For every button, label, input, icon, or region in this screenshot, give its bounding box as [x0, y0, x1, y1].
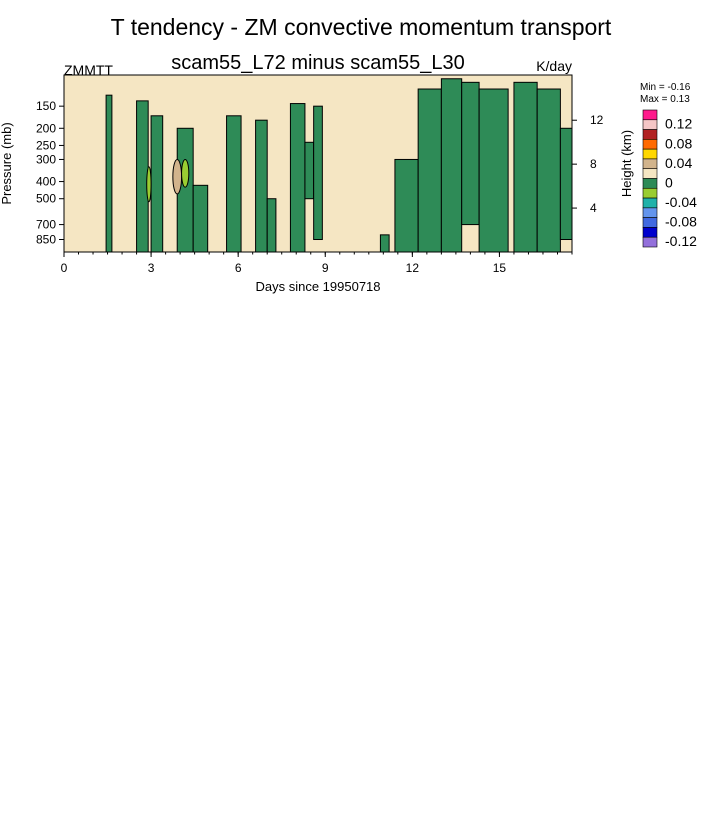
- negative-region: [417, 88, 442, 253]
- colorbar-swatch: [642, 148, 658, 160]
- colorbar-label: -0.12: [665, 233, 697, 249]
- variable-label: ZMMTT: [64, 62, 113, 78]
- y-tick-label: 250: [36, 138, 56, 152]
- max-label: Max = 0.13: [640, 94, 690, 105]
- plot-frame: [63, 74, 573, 253]
- chart-subtitle: scam55_L72 minus scam55_L30: [171, 52, 465, 74]
- y-tick-label: 700: [36, 218, 56, 232]
- negative-region: [226, 115, 242, 253]
- colorbar-label: 0.04: [665, 155, 692, 171]
- colorbar: 0.12 0.08 0.04 0 -0.04 -0.08 -0.12: [642, 109, 697, 249]
- negative-region: [255, 119, 268, 253]
- positive-region: [146, 166, 152, 203]
- negative-region: [461, 81, 480, 226]
- colorbar-swatch: [642, 129, 658, 140]
- y-tick-label: 300: [36, 152, 56, 166]
- colorbar-label: -0.04: [665, 194, 697, 210]
- colorbar-swatch: [642, 158, 658, 170]
- negative-region: [313, 105, 323, 241]
- y-tick-label: 150: [36, 99, 56, 113]
- colorbar-swatch: [642, 119, 658, 130]
- units-label: K/day: [536, 58, 572, 74]
- y-right-tick-label: 8: [590, 157, 597, 171]
- negative-region: [304, 141, 315, 200]
- y-tick-label: 500: [36, 192, 56, 206]
- negative-region: [513, 81, 538, 253]
- colorbar-label: 0.12: [665, 116, 692, 132]
- colorbar-swatch: [642, 139, 658, 150]
- negative-region: [379, 234, 390, 253]
- y-right-tick-label: 12: [590, 113, 604, 127]
- colorbar-swatch: [642, 236, 658, 248]
- colorbar-swatch: [642, 227, 658, 238]
- negative-region: [105, 94, 113, 253]
- negative-region: [394, 158, 419, 253]
- x-tick-label: 0: [61, 261, 68, 275]
- colorbar-swatch: [642, 168, 658, 179]
- negative-region: [440, 78, 463, 253]
- negative-region: [150, 115, 164, 253]
- negative-region: [192, 184, 209, 253]
- colorbar-swatch: [642, 197, 658, 209]
- negative-region: [478, 88, 509, 253]
- colorbar-swatch: [642, 207, 658, 218]
- negative-region: [289, 103, 306, 253]
- colorbar-label: 0: [665, 174, 673, 190]
- negative-region: [559, 127, 573, 241]
- x-tick-label: 15: [493, 261, 507, 275]
- x-tick-label: 6: [235, 261, 242, 275]
- y-tick-label: 200: [36, 121, 56, 135]
- x-tick-label: 3: [148, 261, 155, 275]
- negative-region: [536, 88, 561, 253]
- colorbar-swatch: [642, 187, 658, 199]
- x-axis-label: Days since 19950718: [255, 279, 380, 294]
- positive-region: [172, 158, 183, 195]
- min-max-readout: Min = -0.16 Max = 0.13: [640, 82, 690, 106]
- colorbar-label: -0.08: [665, 214, 697, 230]
- colorbar-swatch: [642, 217, 658, 228]
- plot-area: [64, 75, 573, 253]
- colorbar-swatch: [642, 178, 658, 189]
- y-right-axis-label: Height (km): [619, 130, 634, 197]
- colorbar-swatch: [642, 109, 658, 121]
- x-tick-label: 12: [406, 261, 420, 275]
- x-tick-label: 9: [322, 261, 329, 275]
- y-tick-label: 850: [36, 233, 56, 247]
- min-label: Min = -0.16: [640, 82, 691, 93]
- y-right-tick-label: 4: [590, 201, 597, 215]
- y-axis-label: Pressure (mb): [0, 122, 14, 204]
- positive-region: [181, 158, 190, 188]
- negative-region: [266, 198, 277, 253]
- chart-title: T tendency - ZM convective momentum tran…: [110, 14, 612, 40]
- colorbar-label: 0.08: [665, 135, 692, 151]
- y-tick-label: 400: [36, 175, 56, 189]
